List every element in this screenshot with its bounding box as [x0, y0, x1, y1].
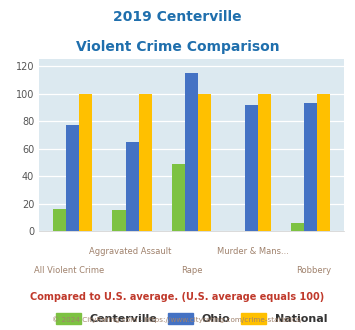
Bar — [113, 211, 126, 231]
Text: © 2024 CityRating.com - https://www.cityrating.com/crime-statistics/: © 2024 CityRating.com - https://www.city… — [53, 317, 302, 323]
Bar — [66, 125, 79, 231]
Text: Murder & Mans...: Murder & Mans... — [217, 248, 289, 256]
Text: 2019 Centerville: 2019 Centerville — [113, 10, 242, 24]
Bar — [126, 142, 139, 231]
Bar — [198, 94, 211, 231]
Text: Aggravated Assault: Aggravated Assault — [89, 248, 172, 256]
Text: Rape: Rape — [181, 266, 202, 275]
Bar — [291, 223, 304, 231]
Legend: Centerville, Ohio, National: Centerville, Ohio, National — [52, 309, 332, 329]
Bar — [304, 103, 317, 231]
Bar — [245, 105, 258, 231]
Bar — [79, 94, 92, 231]
Bar — [53, 209, 66, 231]
Bar — [139, 94, 152, 231]
Text: Violent Crime Comparison: Violent Crime Comparison — [76, 40, 279, 53]
Text: Robbery: Robbery — [296, 266, 331, 275]
Text: Compared to U.S. average. (U.S. average equals 100): Compared to U.S. average. (U.S. average … — [31, 292, 324, 302]
Bar — [185, 73, 198, 231]
Text: All Violent Crime: All Violent Crime — [34, 266, 105, 275]
Bar — [258, 94, 271, 231]
Bar — [317, 94, 331, 231]
Bar — [172, 164, 185, 231]
